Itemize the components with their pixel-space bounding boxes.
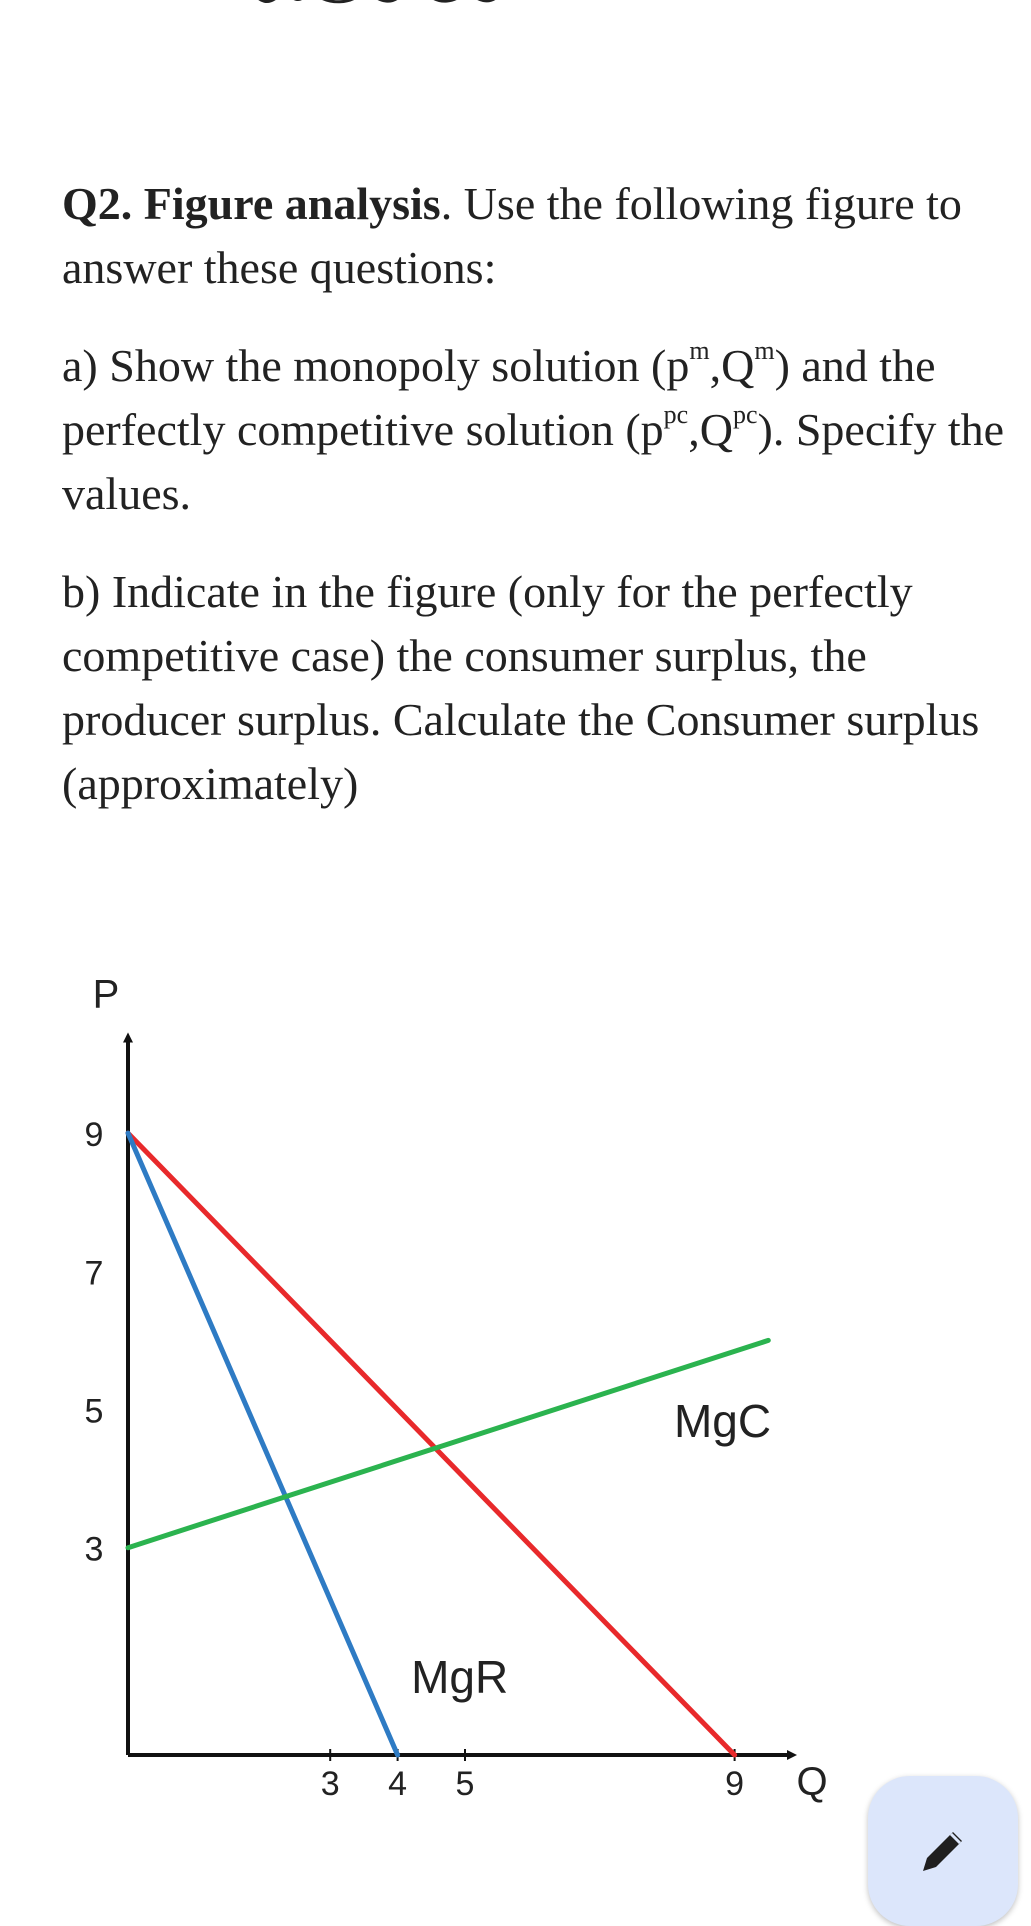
question-part-a: a) Show the monopoly solution (pm,Qm) an… bbox=[62, 334, 1022, 526]
y-axis-label: P bbox=[93, 972, 120, 1016]
y-tick-label: 7 bbox=[85, 1254, 104, 1292]
y-tick-label: 3 bbox=[85, 1531, 104, 1569]
annotation-mgr: MgR bbox=[411, 1651, 508, 1703]
question-block: Q2. Figure analysis. Use the following f… bbox=[62, 172, 1022, 816]
part-a-text-1: a) Show the monopoly solution (p bbox=[62, 340, 690, 391]
question-part-b: b) Indicate in the figure (only for the … bbox=[62, 566, 980, 809]
part-a-sup-4: pc bbox=[732, 400, 758, 429]
part-a-text-3: ) and the perfectly competitive solution… bbox=[62, 340, 936, 455]
previous-question-fragment bbox=[0, 0, 1031, 6]
x-tick-label: 3 bbox=[321, 1765, 340, 1803]
part-a-text-5: ). Specify the values. bbox=[62, 404, 1005, 519]
question-title-text: . Use the following figure to answer the… bbox=[62, 178, 962, 293]
part-a-sup-2: m bbox=[754, 336, 775, 365]
x-tick-label: 9 bbox=[725, 1765, 744, 1803]
question-title-bold: Q2. Figure analysis bbox=[62, 178, 441, 229]
question-title: Q2. Figure analysis. Use the following f… bbox=[62, 172, 1022, 300]
edit-button[interactable] bbox=[868, 1776, 1018, 1926]
mgc-line bbox=[125, 1337, 771, 1551]
figure-chart: P Q 3 5 7 9 3 4 5 9 MgR MgC bbox=[85, 972, 828, 1804]
x-tick-label: 5 bbox=[456, 1765, 475, 1803]
mgr-line bbox=[125, 1130, 401, 1758]
y-tick-label: 9 bbox=[85, 1116, 104, 1154]
x-tick-label: 4 bbox=[388, 1765, 407, 1803]
part-a-sup-3: pc bbox=[663, 400, 689, 429]
part-a-sup-1: m bbox=[689, 336, 710, 365]
pencil-icon bbox=[923, 1832, 962, 1871]
annotation-mgc: MgC bbox=[674, 1395, 771, 1447]
y-tick-label: 5 bbox=[85, 1393, 104, 1431]
demand-line bbox=[125, 1130, 738, 1758]
x-axis-label: Q bbox=[796, 1760, 827, 1804]
part-a-text-2: ,Q bbox=[709, 340, 755, 391]
part-a-text-4: ,Q bbox=[688, 404, 733, 455]
